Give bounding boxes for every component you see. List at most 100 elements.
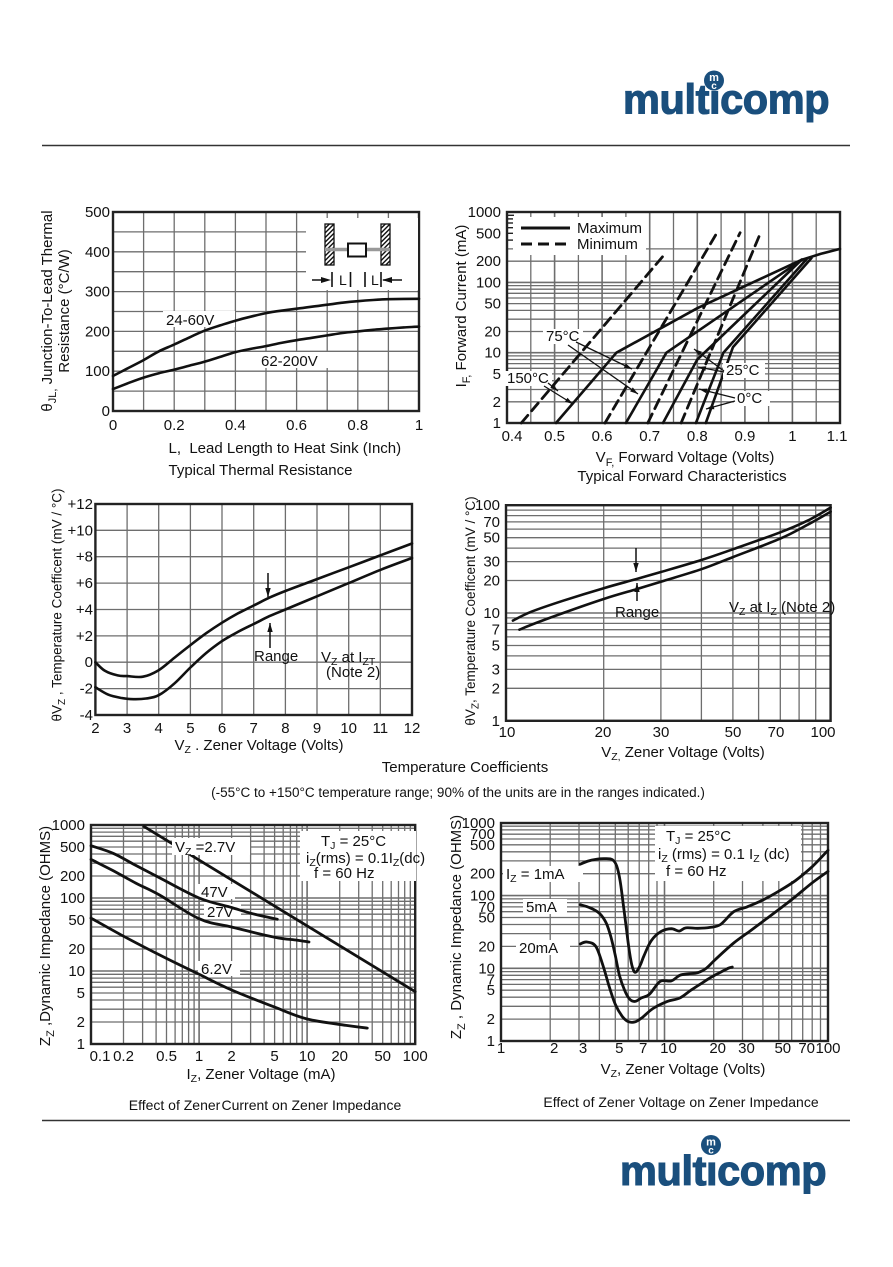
svg-text:VZ at IZ (Note 2): VZ at IZ (Note 2) xyxy=(729,599,835,618)
svg-text:0.6: 0.6 xyxy=(286,417,307,434)
svg-text:(Note 2): (Note 2) xyxy=(326,664,380,681)
svg-text:50: 50 xyxy=(478,910,495,927)
svg-text:Maximum: Maximum xyxy=(577,220,642,237)
svg-text:200: 200 xyxy=(476,253,501,270)
svg-text:Range: Range xyxy=(254,648,298,665)
svg-text:30: 30 xyxy=(653,724,670,741)
svg-text:100: 100 xyxy=(476,274,501,291)
svg-text:500: 500 xyxy=(60,839,85,856)
svg-text:20: 20 xyxy=(709,1040,726,1057)
svg-text:2: 2 xyxy=(227,1048,235,1065)
svg-text:1: 1 xyxy=(415,417,423,434)
svg-text:(-55°C to +150°C temperature r: (-55°C to +150°C temperature range; 90% … xyxy=(211,785,705,800)
svg-text:70: 70 xyxy=(768,724,785,741)
svg-text:2: 2 xyxy=(493,394,501,411)
svg-text:0.2: 0.2 xyxy=(113,1048,134,1065)
svg-text:30: 30 xyxy=(483,554,500,571)
svg-text:700: 700 xyxy=(470,826,495,843)
svg-text:1000: 1000 xyxy=(462,815,495,832)
svg-text:VZ, Zener Voltage (Volts): VZ, Zener Voltage (Volts) xyxy=(601,744,765,763)
svg-text:100: 100 xyxy=(85,363,110,380)
svg-text:10: 10 xyxy=(660,1040,677,1057)
svg-text:200: 200 xyxy=(85,323,110,340)
svg-text:50: 50 xyxy=(725,724,742,741)
svg-text:1.1: 1.1 xyxy=(827,428,848,445)
svg-text:12: 12 xyxy=(404,720,421,737)
svg-text:VZ . Zener Voltage (Volts): VZ . Zener Voltage (Volts) xyxy=(174,737,343,756)
svg-text:70: 70 xyxy=(798,1040,815,1057)
svg-text:IZ = 1mA: IZ = 1mA xyxy=(506,866,565,885)
svg-text:0.5: 0.5 xyxy=(156,1048,177,1065)
svg-text:0°C: 0°C xyxy=(737,390,762,407)
svg-text:20mA: 20mA xyxy=(519,940,558,957)
svg-text:0.5: 0.5 xyxy=(544,428,565,445)
svg-text:2: 2 xyxy=(550,1040,558,1057)
svg-text:1: 1 xyxy=(77,1036,85,1053)
svg-text:70: 70 xyxy=(478,899,495,916)
svg-text:500: 500 xyxy=(470,837,495,854)
svg-text:-2: -2 xyxy=(80,681,93,698)
svg-text:L, Lead Length to Heat Sink (: L, Lead Length to Heat Sink (Inch) xyxy=(169,440,402,457)
svg-text:f = 60 Hz: f = 60 Hz xyxy=(314,865,374,882)
svg-text:10: 10 xyxy=(483,605,500,622)
svg-text:0: 0 xyxy=(102,403,110,420)
svg-text:100: 100 xyxy=(475,497,500,514)
svg-text:200: 200 xyxy=(470,866,495,883)
svg-text:2: 2 xyxy=(91,720,99,737)
svg-text:θVZ , Temperature Coefficent (: θVZ , Temperature Coefficent (mV / °C) xyxy=(50,488,69,721)
svg-text:7: 7 xyxy=(250,720,258,737)
svg-text:1: 1 xyxy=(497,1040,505,1057)
svg-text:0.1: 0.1 xyxy=(90,1048,111,1065)
svg-text:0.6: 0.6 xyxy=(592,428,613,445)
svg-text:500: 500 xyxy=(476,225,501,242)
svg-text:8: 8 xyxy=(281,720,289,737)
svg-text:0.7: 0.7 xyxy=(639,428,660,445)
svg-text:11: 11 xyxy=(373,720,389,737)
svg-text:ZZ ,Dynamic Impedance (OHMS): ZZ ,Dynamic Impedance (OHMS) xyxy=(37,826,57,1046)
svg-text:0.4: 0.4 xyxy=(502,428,523,445)
svg-text:1: 1 xyxy=(195,1048,203,1065)
svg-text:10: 10 xyxy=(299,1048,316,1065)
svg-text:50: 50 xyxy=(484,296,501,313)
svg-text:1: 1 xyxy=(487,1033,495,1050)
svg-text:ZZ , Dynamic Impedance (OHMS): ZZ , Dynamic Impedance (OHMS) xyxy=(448,815,468,1039)
svg-text:m: m xyxy=(709,72,719,84)
svg-text:Effect of Zener Current on Zen: Effect of Zener Current on Zener Impedan… xyxy=(129,1097,402,1113)
svg-text:50: 50 xyxy=(68,912,85,929)
svg-text:10: 10 xyxy=(478,960,495,977)
svg-text:-4: -4 xyxy=(80,707,93,724)
svg-text:50: 50 xyxy=(374,1048,391,1065)
svg-text:62-200V: 62-200V xyxy=(261,353,318,370)
svg-text:0.8: 0.8 xyxy=(347,417,368,434)
svg-text:20: 20 xyxy=(595,724,612,741)
svg-text:Typical Forward Characteristic: Typical Forward Characteristics xyxy=(577,468,786,485)
svg-text:5: 5 xyxy=(487,982,495,999)
svg-text:70: 70 xyxy=(483,514,500,531)
svg-text:5: 5 xyxy=(186,720,194,737)
svg-text:27V: 27V xyxy=(207,904,234,921)
svg-text:10: 10 xyxy=(340,720,357,737)
svg-text:200: 200 xyxy=(60,868,85,885)
svg-text:c: c xyxy=(711,81,717,92)
svg-text:L: L xyxy=(339,272,347,288)
svg-text:2: 2 xyxy=(487,1011,495,1028)
svg-text:Temperature Coefficients: Temperature Coefficients xyxy=(382,759,548,776)
svg-text:m: m xyxy=(706,1137,716,1149)
svg-text:150°C: 150°C xyxy=(507,370,549,387)
svg-text:9: 9 xyxy=(313,720,321,737)
svg-text:Minimum: Minimum xyxy=(577,236,638,253)
svg-text:+6: +6 xyxy=(76,575,93,592)
svg-text:7: 7 xyxy=(487,972,495,989)
svg-text:100: 100 xyxy=(403,1048,428,1065)
svg-text:IZ, Zener Voltage (mA): IZ, Zener Voltage (mA) xyxy=(187,1066,336,1085)
svg-text:50: 50 xyxy=(483,530,500,547)
svg-text:6.2V: 6.2V xyxy=(201,961,232,978)
svg-text:20: 20 xyxy=(331,1048,348,1065)
svg-text:3: 3 xyxy=(492,661,500,678)
svg-text:0: 0 xyxy=(85,654,93,671)
svg-text:VZ, Zener Voltage (Volts): VZ, Zener Voltage (Volts) xyxy=(601,1061,766,1080)
svg-text:50: 50 xyxy=(774,1040,791,1057)
svg-text:10: 10 xyxy=(499,724,516,741)
svg-text:f = 60 Hz: f = 60 Hz xyxy=(666,863,726,880)
svg-text:θJL, Junction-To-Lead Thermal: θJL, Junction-To-Lead Thermal xyxy=(39,210,59,411)
